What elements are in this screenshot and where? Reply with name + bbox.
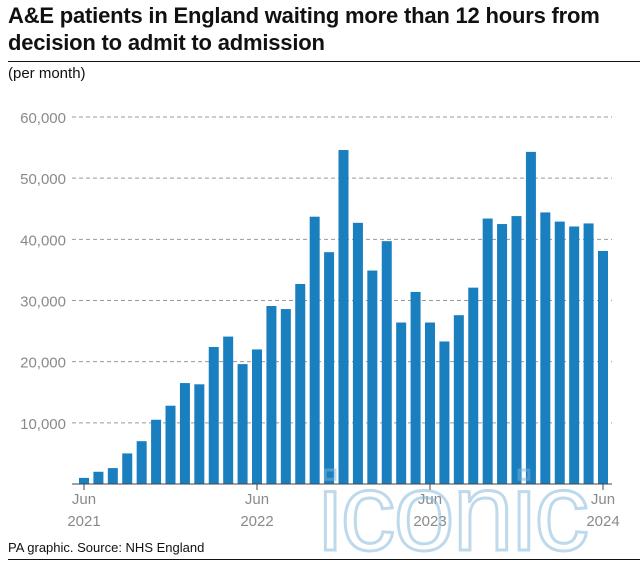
x-tick-label-year: 2023 <box>413 513 446 530</box>
bar-2022-07 <box>266 306 277 484</box>
bar-2023-09 <box>468 287 479 484</box>
bar-2024-01 <box>525 151 536 484</box>
y-tick-label: 60,000 <box>20 110 66 127</box>
bar-2021-10 <box>136 441 147 484</box>
bar-2023-10 <box>482 218 493 485</box>
bar-2022-03 <box>208 346 219 484</box>
bar-2022-09 <box>295 283 306 484</box>
x-tick-label-year: 2024 <box>586 513 619 530</box>
footer-rule <box>8 559 640 560</box>
bar-2021-06 <box>79 477 89 484</box>
bar-2023-02 <box>367 270 378 484</box>
bar-2022-10 <box>309 216 320 484</box>
x-tick-label-month: Jun <box>245 491 269 508</box>
x-tick-label-month: Jun <box>72 491 96 508</box>
x-tick-label-month: Jun <box>591 491 615 508</box>
bar-2024-02 <box>540 212 551 485</box>
bar-2023-07 <box>439 341 450 484</box>
chart-subtitle: (per month) <box>8 65 86 82</box>
bar-2022-12 <box>338 150 349 484</box>
bar-2023-03 <box>381 241 392 484</box>
bar-2021-12 <box>165 405 176 484</box>
y-axis-tick-labels: 10,000 20,000 30,000 40,000 50,000 60,000 <box>20 110 66 433</box>
y-tick-label: 10,000 <box>20 416 66 433</box>
bar-2024-04 <box>569 226 580 485</box>
bar-2022-01 <box>179 383 190 484</box>
y-tick-label: 30,000 <box>20 294 66 311</box>
bar-2021-11 <box>151 419 162 484</box>
bar-2024-03 <box>554 221 565 484</box>
bar-2023-01 <box>352 222 363 484</box>
x-axis-ticks: Jun 2021 Jun 2022 Jun 2023 Jun 2024 <box>67 484 620 530</box>
bar-chart: 10,000 20,000 30,000 40,000 50,000 60,000 Jun… <box>20 110 620 530</box>
bar-2023-12 <box>511 216 522 484</box>
x-tick-label-month: Jun <box>418 491 442 508</box>
bar-2022-02 <box>194 384 205 484</box>
bar-2024-05 <box>583 223 594 484</box>
bars <box>79 150 608 485</box>
x-tick-label-year: 2022 <box>240 513 273 530</box>
y-tick-label: 40,000 <box>20 232 66 249</box>
bar-2022-11 <box>324 252 335 484</box>
y-tick-label: 50,000 <box>20 171 66 188</box>
bar-2022-06 <box>252 349 262 484</box>
bar-2021-07 <box>93 471 104 484</box>
x-tick-label-year: 2021 <box>67 513 100 530</box>
bar-2021-08 <box>107 468 118 484</box>
bar-2023-06 <box>425 322 435 484</box>
bar-2023-11 <box>497 224 508 485</box>
bar-2022-08 <box>280 309 291 484</box>
bar-2022-05 <box>237 364 248 484</box>
title-rule <box>8 61 640 62</box>
bar-2021-09 <box>122 453 133 484</box>
bar-2024-06 <box>598 250 608 484</box>
bar-2023-08 <box>453 315 464 484</box>
y-tick-label: 20,000 <box>20 355 66 372</box>
bar-2023-04 <box>396 322 407 484</box>
bar-2022-04 <box>223 336 234 484</box>
bar-2023-05 <box>410 291 421 484</box>
source-note: PA graphic. Source: NHS England <box>8 540 205 555</box>
chart-title: A&E patients in England waiting more tha… <box>8 3 600 55</box>
